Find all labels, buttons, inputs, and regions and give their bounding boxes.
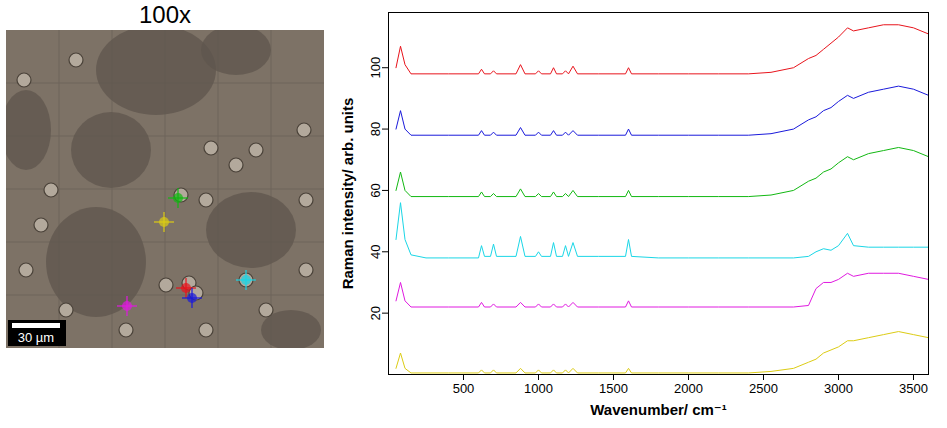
svg-text:20: 20 — [368, 306, 383, 320]
svg-text:Raman intensity/ arb. units: Raman intensity/ arb. units — [339, 98, 356, 290]
svg-text:500: 500 — [453, 381, 475, 396]
svg-text:80: 80 — [368, 122, 383, 136]
svg-text:Wavenumber/ cm⁻¹: Wavenumber/ cm⁻¹ — [590, 401, 727, 418]
html-text:100x: 100x — [139, 1, 191, 28]
svg-text:3500: 3500 — [899, 381, 928, 396]
svg-text:100: 100 — [368, 57, 383, 79]
svg-text:1500: 1500 — [599, 381, 628, 396]
svg-text:1000: 1000 — [524, 381, 553, 396]
svg-text:2500: 2500 — [749, 381, 778, 396]
svg-text:30 µm: 30 µm — [18, 330, 54, 345]
svg-text:3000: 3000 — [824, 381, 853, 396]
svg-text:2000: 2000 — [674, 381, 703, 396]
svg-text:60: 60 — [368, 183, 383, 197]
svg-text:40: 40 — [368, 245, 383, 259]
